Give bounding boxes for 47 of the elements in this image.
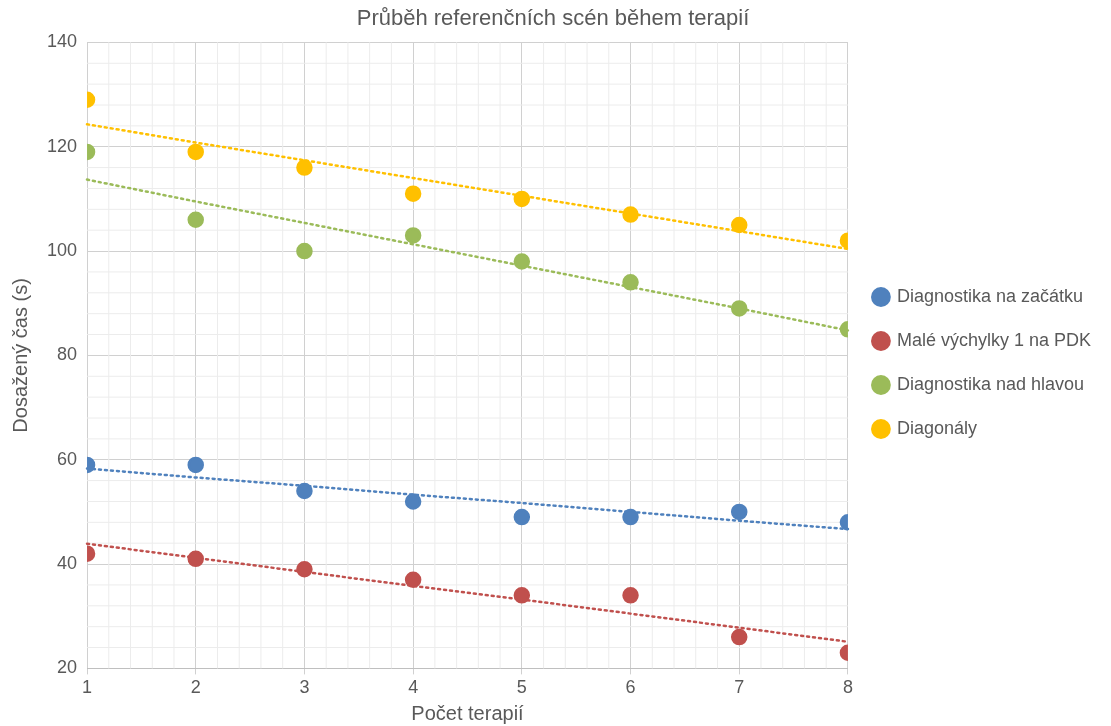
x-tick-label: 3: [299, 677, 310, 698]
y-tick-label: 140: [46, 31, 78, 52]
y-axis-title: Dosažený čas (s): [8, 278, 31, 433]
legend-label: Diagnostika na začátku: [896, 285, 1084, 306]
x-tick-label: 7: [734, 677, 745, 698]
point: [730, 628, 748, 646]
point: [730, 503, 748, 521]
point: [296, 242, 313, 260]
x-tick-label: 2: [190, 677, 201, 698]
point: [187, 550, 204, 568]
x-axis-title: Počet terapií: [411, 701, 525, 724]
x-tick-label: 6: [625, 677, 636, 698]
y-tick-label: 120: [46, 135, 78, 156]
point: [296, 159, 313, 176]
y-tick-label: 60: [57, 448, 78, 469]
point: [513, 508, 531, 526]
y-tick-label: 20: [57, 657, 78, 678]
y-tick-label: 80: [57, 344, 78, 365]
point: [622, 274, 639, 291]
chart-title: Průběh referenčních scén během terapií: [356, 5, 750, 31]
point: [404, 227, 422, 244]
point: [404, 185, 422, 202]
point: [187, 211, 204, 229]
y-tick-label: 100: [46, 240, 78, 261]
point: [513, 253, 531, 270]
legend-label: Diagnostika nad hlavou: [896, 373, 1085, 394]
point: [404, 493, 422, 510]
point: [296, 561, 313, 578]
point: [622, 206, 639, 223]
x-tick-label: 1: [82, 677, 93, 698]
point: [513, 190, 531, 208]
point: [730, 216, 748, 234]
y-tick-label: 40: [57, 553, 78, 574]
legend-label: Malé výchylky 1 na PDK: [896, 329, 1092, 350]
point: [404, 571, 422, 588]
point: [622, 587, 639, 604]
point: [296, 482, 313, 500]
point: [187, 143, 204, 161]
line-series: [85, 123, 850, 251]
point: [730, 300, 748, 317]
x-tick-label: 5: [516, 677, 527, 698]
point: [622, 508, 639, 526]
x-tick-label: 8: [842, 677, 853, 698]
point: [513, 587, 531, 604]
x-tick-label: 4: [408, 677, 419, 698]
legend-label: Diagonály: [896, 417, 977, 438]
point: [187, 456, 204, 474]
